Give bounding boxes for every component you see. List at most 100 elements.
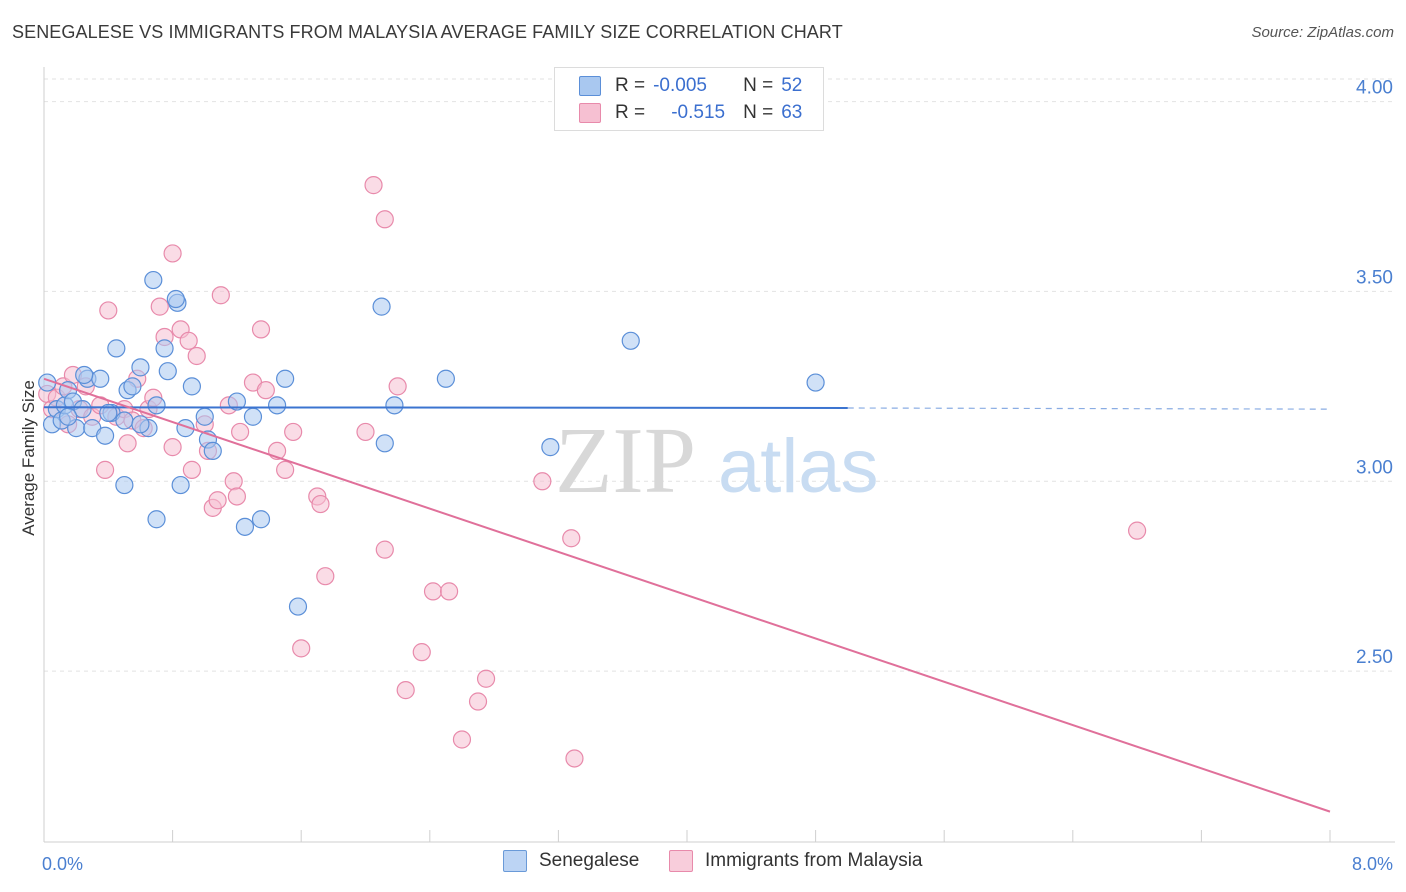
- senegalese-point: [203, 441, 222, 461]
- malaysia-point: [439, 582, 459, 601]
- legend-n-value: 52: [781, 75, 803, 96]
- senegalese-point: [155, 339, 174, 358]
- senegalese-point: [158, 362, 177, 381]
- legend-swatch-senegalese: [503, 850, 527, 872]
- y-axis-label: Average Family Size: [19, 380, 38, 536]
- malaysia-point: [468, 692, 488, 711]
- malaysia-point: [412, 643, 431, 662]
- malaysia-point: [284, 422, 303, 442]
- malaysia-point: [292, 639, 311, 658]
- senegalese-point: [144, 270, 163, 290]
- malaysia-point: [311, 494, 330, 514]
- legend-r-label: R =: [615, 102, 646, 123]
- senegalese-point: [436, 369, 455, 388]
- senegalese-point: [147, 510, 166, 529]
- malaysia-point: [163, 438, 182, 457]
- malaysia-point: [99, 301, 118, 320]
- senegalese-point: [243, 407, 263, 426]
- legend-r-value: -0.005: [653, 75, 707, 96]
- senegalese-point: [267, 396, 287, 415]
- senegalese-point: [251, 510, 271, 529]
- senegalese-point: [182, 377, 201, 396]
- malaysia-point: [1127, 521, 1147, 540]
- senegalese-point: [375, 434, 394, 453]
- malaysia-point: [452, 730, 472, 749]
- senegalese-point: [385, 396, 404, 415]
- legend-item-senegalese[interactable]: Senegalese: [503, 850, 639, 872]
- legend-row-senegalese: R = -0.005 N = 52: [579, 73, 802, 99]
- legend-swatch-malaysia: [669, 850, 693, 872]
- source-attribution: Source: ZipAtlas.com: [1251, 24, 1394, 41]
- malaysia-point: [251, 320, 271, 339]
- legend-r-label: R =: [615, 75, 646, 96]
- axes: [43, 67, 1395, 843]
- y-tick-label: 4.00: [1356, 78, 1393, 99]
- x-tick-label: 8.0%: [1352, 854, 1393, 874]
- senegalese-point: [166, 289, 185, 309]
- senegalese-trend-line: [43, 406, 848, 409]
- senegalese-point: [235, 517, 255, 536]
- senegalese-point: [107, 339, 126, 358]
- y-tick-label: 3.00: [1356, 457, 1393, 478]
- senegalese-point: [288, 597, 308, 616]
- senegalese-point: [195, 407, 214, 426]
- senegalese-point: [95, 426, 115, 445]
- malaysia-point: [211, 286, 230, 305]
- malaysia-point: [562, 529, 581, 548]
- malaysia-point: [150, 297, 169, 316]
- malaysia-point: [208, 491, 227, 510]
- malaysia-trend-line: [43, 377, 1331, 813]
- x-tick-label: 0.0%: [42, 854, 83, 874]
- legend-item-malaysia[interactable]: Immigrants from Malaysia: [669, 850, 923, 872]
- malaysia-point: [533, 472, 552, 491]
- tick-labels: Average Family Size 2.50 3.00 3.50 4.00 0.0%…: [19, 78, 1393, 874]
- y-tick-label: 2.50: [1356, 647, 1393, 668]
- senegalese-point: [372, 297, 391, 316]
- senegalese-point: [276, 369, 295, 388]
- malaysia-point: [476, 669, 496, 688]
- senegalese-point: [75, 365, 94, 385]
- legend-label-senegalese: Senegalese: [539, 850, 640, 871]
- legend-swatch-malaysia: [579, 103, 601, 123]
- senegalese-point: [115, 411, 134, 430]
- senegalese-point: [59, 407, 78, 426]
- senegalese-point: [147, 396, 166, 415]
- malaysia-point: [118, 434, 137, 453]
- legend-r-value: -0.515: [671, 102, 726, 123]
- senegalese-point: [621, 331, 640, 350]
- legend-n-value: 63: [781, 102, 803, 123]
- trend-lines: [43, 377, 1331, 813]
- malaysia-point: [179, 331, 198, 350]
- malaysia-point: [187, 346, 206, 366]
- watermark: ZIP atlas: [555, 409, 879, 513]
- malaysia-point: [388, 377, 407, 396]
- malaysia-point: [95, 460, 115, 479]
- data-points: [38, 176, 1147, 768]
- senegalese-point: [73, 400, 92, 419]
- legend-row-malaysia: R = -0.515 N = 63: [579, 100, 802, 126]
- correlation-legend: R = -0.005 N = 52 R = -0.515 N = 63: [554, 67, 824, 131]
- chart-title: SENEGALESE VS IMMIGRANTS FROM MALAYSIA A…: [12, 22, 843, 42]
- senegalese-point: [131, 415, 150, 434]
- senegalese-point: [227, 392, 246, 411]
- malaysia-point: [565, 749, 584, 768]
- senegalese-point: [99, 403, 118, 423]
- malaysia-point: [316, 567, 335, 586]
- senegalese-point: [131, 358, 150, 377]
- malaysia-point: [276, 460, 295, 479]
- legend-swatch-senegalese: [579, 76, 601, 96]
- senegalese-point: [806, 373, 825, 392]
- senegalese-point: [176, 419, 195, 438]
- senegalese-point: [123, 377, 142, 396]
- malaysia-point: [356, 422, 375, 442]
- legend-n-label: N =: [743, 102, 774, 123]
- legend-label-malaysia: Immigrants from Malaysia: [705, 850, 923, 871]
- malaysia-point: [231, 422, 250, 442]
- senegalese-point: [541, 438, 560, 457]
- malaysia-point: [163, 244, 182, 263]
- y-tick-label: 3.50: [1356, 267, 1393, 288]
- watermark-zip: ZIP: [555, 409, 696, 513]
- senegalese-point: [91, 369, 110, 388]
- malaysia-point: [256, 381, 275, 400]
